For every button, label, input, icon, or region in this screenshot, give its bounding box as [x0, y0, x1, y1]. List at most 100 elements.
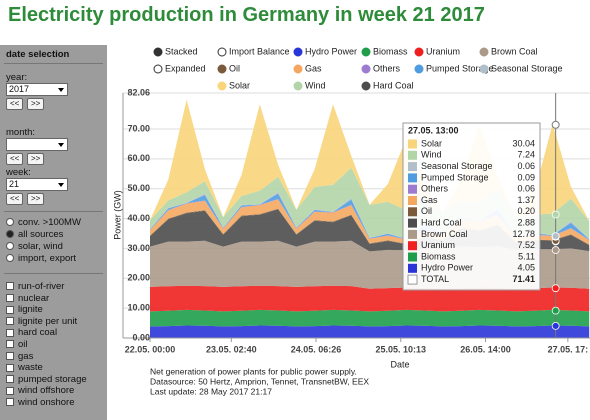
tooltip-swatch: [408, 241, 417, 251]
source-item[interactable]: nuclear: [6, 293, 49, 304]
legend-label[interactable]: Biomass: [373, 46, 408, 56]
checkbox[interactable]: [6, 328, 14, 337]
next-button[interactable]: >>: [27, 193, 45, 205]
legend-marker[interactable]: [479, 64, 489, 74]
legend-label[interactable]: Expanded: [165, 63, 206, 73]
legend-item[interactable]: Stacked: [153, 46, 198, 57]
legend-label[interactable]: Solar: [229, 80, 250, 90]
legend-marker[interactable]: [217, 47, 227, 57]
source-label: wind onshore: [18, 397, 75, 408]
legend-item[interactable]: Biomass: [361, 46, 408, 57]
source-item[interactable]: lignite: [6, 304, 43, 315]
prev-button[interactable]: <<: [6, 153, 24, 165]
legend-label[interactable]: Uranium: [426, 46, 460, 56]
week-select[interactable]: 21: [6, 178, 68, 191]
tooltip-swatch: [408, 229, 417, 239]
year-select[interactable]: 2017: [6, 83, 68, 96]
prev-button[interactable]: <<: [6, 193, 24, 205]
legend-label[interactable]: Gas: [305, 63, 322, 73]
legend-item[interactable]: Oil: [217, 63, 240, 74]
legend-marker[interactable]: [479, 47, 489, 57]
legend-item[interactable]: Import Balance: [217, 46, 290, 57]
tooltip-name: Oil: [421, 206, 432, 216]
prev-button[interactable]: <<: [6, 98, 24, 110]
checkbox[interactable]: [6, 375, 14, 384]
checkbox[interactable]: [6, 294, 14, 303]
next-button[interactable]: >>: [27, 98, 45, 110]
source-item[interactable]: wind offshore: [6, 385, 74, 396]
source-option[interactable]: import, export: [6, 253, 76, 264]
legend-item[interactable]: Uranium: [414, 46, 460, 57]
radio[interactable]: [6, 254, 14, 263]
legend-item[interactable]: Seasonal Storage: [479, 63, 563, 74]
tooltip-swatch: [408, 218, 417, 228]
separator: [4, 63, 103, 64]
source-item[interactable]: gas: [6, 351, 33, 362]
legend-label[interactable]: Others: [373, 63, 401, 73]
legend-item[interactable]: Wind: [293, 80, 326, 91]
legend-label[interactable]: Hydro Power: [305, 46, 357, 56]
tooltip-name: Brown Coal: [421, 229, 468, 239]
legend-item[interactable]: Brown Coal: [479, 46, 538, 57]
radio[interactable]: [6, 242, 14, 251]
legend-label[interactable]: Pumped Storage: [426, 63, 494, 73]
source-label: nuclear: [18, 292, 50, 304]
source-option[interactable]: solar, wind: [6, 241, 63, 252]
legend-marker[interactable]: [414, 47, 424, 57]
separator: [4, 273, 103, 274]
legend-label[interactable]: Brown Coal: [491, 46, 538, 56]
legend-item[interactable]: Hydro Power: [293, 46, 357, 57]
tooltip-name: Biomass: [421, 251, 456, 261]
legend-marker[interactable]: [414, 64, 424, 74]
legend-marker[interactable]: [361, 64, 371, 74]
legend-marker[interactable]: [361, 47, 371, 57]
legend-label[interactable]: Wind: [305, 80, 326, 90]
legend-marker[interactable]: [217, 81, 227, 91]
checkbox[interactable]: [6, 363, 14, 372]
checkbox[interactable]: [6, 317, 14, 326]
legend-marker[interactable]: [361, 81, 371, 91]
legend-marker[interactable]: [153, 47, 163, 57]
tooltip: 27.05. 13:00 Solar 30.04 Wind 7.24 Seasonal S…: [402, 122, 541, 291]
legend-marker[interactable]: [293, 81, 303, 91]
source-item[interactable]: waste: [6, 362, 43, 373]
y-tick-label: 40.00: [127, 213, 150, 223]
next-button[interactable]: >>: [27, 153, 45, 165]
source-item[interactable]: hard coal: [6, 327, 57, 338]
checkbox[interactable]: [6, 398, 14, 407]
source-item[interactable]: oil: [6, 339, 28, 350]
source-item[interactable]: wind onshore: [6, 397, 75, 408]
legend-label[interactable]: Oil: [229, 63, 240, 73]
legend-label[interactable]: Import Balance: [229, 46, 290, 56]
legend-marker[interactable]: [153, 64, 163, 74]
checkbox[interactable]: [6, 282, 14, 291]
legend-item[interactable]: Others: [361, 63, 401, 74]
x-tick-label: 24.05. 06:26: [291, 344, 342, 354]
y-tick-label: 20.00: [127, 273, 150, 283]
legend-item[interactable]: Hard Coal: [361, 80, 414, 91]
legend-label[interactable]: Seasonal Storage: [491, 63, 563, 73]
legend-label[interactable]: Stacked: [165, 46, 198, 56]
source-option[interactable]: all sources: [6, 229, 63, 240]
radio[interactable]: [6, 230, 14, 239]
checkbox[interactable]: [6, 305, 14, 314]
source-item[interactable]: pumped storage: [6, 374, 87, 385]
legend-item[interactable]: Pumped Storage: [414, 63, 494, 74]
legend-label[interactable]: Hard Coal: [373, 80, 414, 90]
source-item[interactable]: run-of-river: [6, 281, 64, 292]
source-item[interactable]: lignite per unit: [6, 316, 77, 327]
hover-dot: [551, 246, 560, 254]
checkbox[interactable]: [6, 340, 14, 349]
radio[interactable]: [6, 218, 14, 227]
checkbox[interactable]: [6, 386, 14, 395]
legend-marker[interactable]: [217, 64, 227, 74]
month-select[interactable]: [6, 138, 68, 151]
legend-marker[interactable]: [293, 47, 303, 57]
legend-item[interactable]: Gas: [293, 63, 322, 74]
checkbox[interactable]: [6, 352, 14, 361]
source-option[interactable]: conv. >100MW: [6, 217, 81, 228]
hover-dot: [551, 322, 560, 330]
legend-item[interactable]: Solar: [217, 80, 250, 91]
legend-item[interactable]: Expanded: [153, 63, 206, 74]
legend-marker[interactable]: [293, 64, 303, 74]
